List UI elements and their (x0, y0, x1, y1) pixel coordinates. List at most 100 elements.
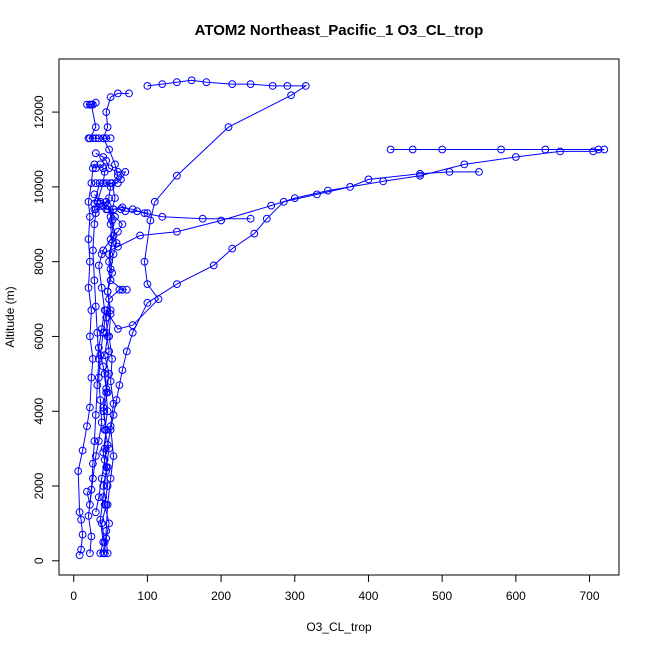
data-point (143, 298, 152, 307)
data-point (511, 153, 520, 161)
data-point (89, 164, 97, 173)
data-point (228, 80, 237, 88)
data-point (497, 145, 506, 154)
data-point (416, 171, 425, 180)
data-point (106, 183, 115, 191)
data-point (173, 78, 181, 87)
series-5 (91, 168, 483, 517)
data-point (90, 220, 99, 229)
data-point (97, 325, 106, 333)
data-point (84, 512, 93, 520)
data-point (102, 108, 111, 116)
data-point (97, 250, 106, 259)
data-point (103, 287, 112, 296)
data-point (86, 500, 94, 509)
data-point (74, 467, 83, 476)
data-point (114, 89, 122, 98)
data-point (228, 244, 237, 253)
data-point (158, 80, 167, 88)
data-point (105, 145, 113, 154)
data-point (556, 147, 564, 156)
data-point (99, 493, 108, 502)
y-tick-label: 10000 (32, 170, 46, 204)
series-10 (91, 149, 130, 558)
data-point (106, 265, 115, 274)
data-point (109, 452, 118, 461)
data-point (94, 355, 103, 363)
series-3 (100, 203, 255, 558)
data-point (143, 209, 152, 218)
data-point (279, 197, 288, 206)
data-point (102, 134, 111, 143)
data-point (140, 257, 149, 266)
data-point (105, 369, 113, 378)
data-point (594, 145, 603, 154)
data-point (84, 235, 93, 244)
data-point (100, 549, 109, 558)
data-point (106, 377, 115, 386)
data-point (77, 545, 85, 554)
data-point (94, 373, 103, 382)
y-tick-label: 6000 (32, 323, 46, 350)
data-point (262, 214, 271, 223)
data-point (89, 246, 97, 255)
data-point (114, 242, 122, 251)
series-line (104, 206, 251, 554)
data-point (143, 280, 152, 289)
data-point (438, 145, 447, 154)
data-point (109, 205, 118, 214)
data-point (541, 145, 550, 154)
data-point (246, 214, 255, 223)
data-point (84, 283, 93, 292)
data-point (91, 179, 100, 188)
data-point (108, 239, 116, 247)
data-point (96, 351, 105, 360)
series-line (86, 79, 308, 505)
data-point (100, 351, 109, 360)
chart-title: ATOM2 Northeast_Pacific_1 O3_CL_trop (195, 22, 484, 39)
data-point (346, 183, 355, 191)
series-line (93, 182, 148, 214)
data-point (187, 76, 196, 85)
data-point (128, 205, 137, 214)
data-point (106, 134, 115, 143)
data-point (89, 474, 97, 483)
data-point (121, 207, 130, 216)
y-tick-label: 4000 (32, 398, 46, 425)
data-point (93, 381, 102, 390)
data-point (86, 549, 94, 558)
plot-frame (58, 58, 620, 576)
data-point (150, 197, 159, 206)
data-point (202, 78, 211, 87)
data-point (109, 399, 118, 408)
data-point (99, 164, 108, 173)
data-point (125, 89, 133, 98)
data-point (87, 373, 96, 382)
data-point (105, 519, 113, 528)
data-point (86, 134, 94, 143)
y-tick-label: 0 (32, 557, 46, 564)
data-point (83, 422, 91, 431)
y-axis: 0 2000 4000 6000 8000 10000 12000 (32, 95, 60, 564)
data-point (86, 403, 94, 412)
data-point (91, 508, 100, 517)
data-point (118, 366, 127, 375)
data-point (122, 347, 131, 356)
data-point (109, 250, 118, 259)
y-axis-label: Altitude (m) (3, 286, 17, 347)
data-point (91, 164, 100, 173)
data-point (102, 384, 111, 393)
data-point (90, 160, 99, 169)
data-point (290, 194, 299, 203)
data-point (324, 186, 332, 195)
data-point (102, 156, 111, 165)
data-point (96, 197, 105, 206)
data-point (136, 231, 145, 240)
data-point (83, 487, 91, 496)
data-point (108, 269, 116, 277)
series-6 (97, 145, 609, 259)
data-point (87, 179, 96, 188)
data-point (589, 147, 598, 156)
data-point (91, 123, 100, 131)
data-point (87, 306, 96, 315)
